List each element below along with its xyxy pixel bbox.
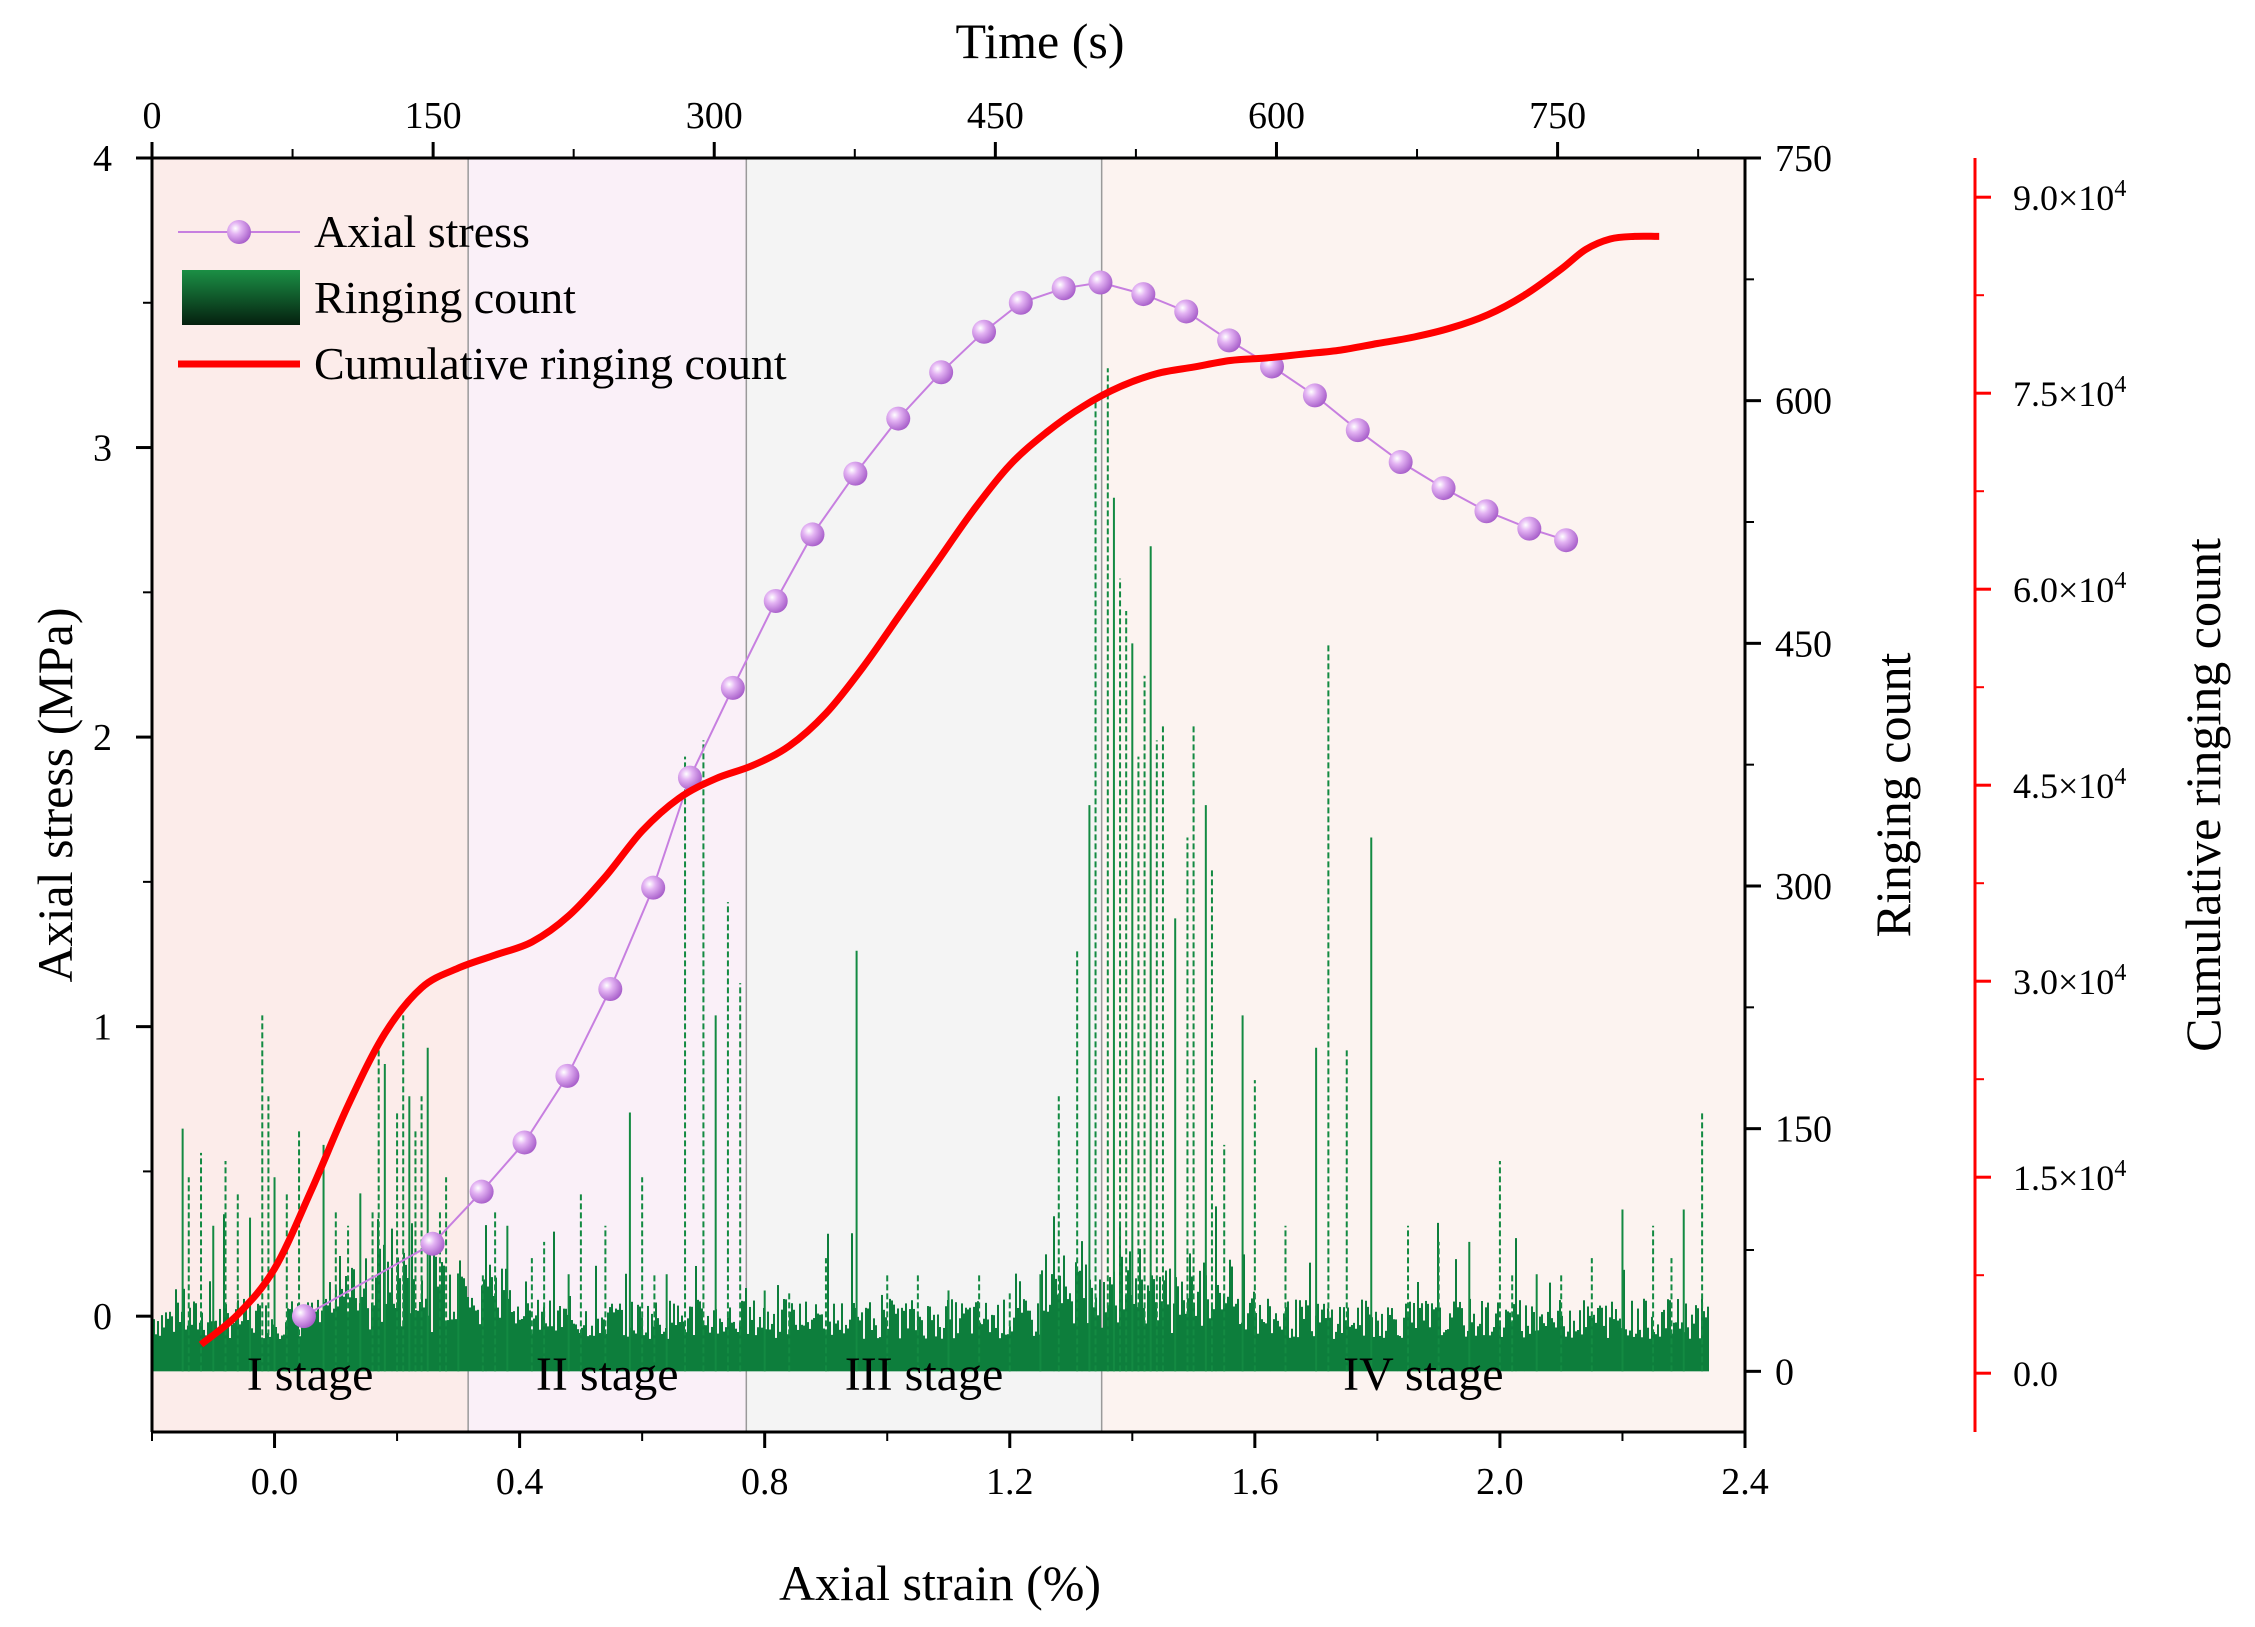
- stage-dividers: [467, 158, 1103, 1432]
- axial-stress-point: [1051, 276, 1076, 301]
- legend-ringing-count-label: Ringing count: [314, 272, 576, 323]
- x-tick-label: 1.6: [1231, 1461, 1279, 1503]
- axial-stress-point: [720, 675, 745, 700]
- right-y-axis-ticks: 0 150 300 450 600 750: [1745, 138, 1832, 1393]
- right-y-tick-label: 150: [1775, 1109, 1832, 1151]
- x-tick-label: 0.0: [251, 1461, 299, 1503]
- stage-band: [746, 158, 1102, 1432]
- x-tick-label: 0.8: [741, 1461, 789, 1503]
- axial-stress-point: [800, 522, 825, 547]
- stage-label: IV stage: [1343, 1348, 1503, 1401]
- cumulative-tick-label: 4.5×104: [2013, 764, 2126, 806]
- cumulative-tick-label: 3.0×104: [2013, 960, 2126, 1002]
- x-tick-label: 2.4: [1721, 1461, 1769, 1503]
- axial-stress-point: [972, 319, 997, 344]
- cumulative-y-axis-title: Cumulative ringing count: [2175, 538, 2231, 1052]
- right-y-tick-label: 300: [1775, 866, 1832, 908]
- axial-stress-point: [763, 589, 788, 614]
- stage-band: [1101, 158, 1745, 1432]
- y-tick-label: 4: [93, 138, 112, 180]
- axial-stress-point: [1174, 299, 1199, 324]
- axial-stress-point: [843, 461, 868, 486]
- cumulative-tick-label: 6.0×104: [2013, 568, 2126, 610]
- y-axis-title: Axial stress (MPa): [27, 608, 83, 983]
- cumulative-ringing-count-series: [198, 232, 1660, 1348]
- legend-cumulative-label: Cumulative ringing count: [314, 338, 787, 389]
- axial-stress-point: [1554, 528, 1579, 553]
- cumulative-tick-label: 0.0: [2013, 1354, 2058, 1394]
- right-y-tick-label: 450: [1775, 623, 1832, 665]
- axial-stress-point: [291, 1304, 316, 1329]
- cumulative-tick-exponent: 4: [2114, 568, 2126, 594]
- cumulative-tick-exponent: 4: [2114, 176, 2126, 202]
- axial-stress-point: [555, 1063, 580, 1088]
- stage-label: III stage: [845, 1348, 1004, 1401]
- top-x-tick-label: 450: [967, 95, 1024, 137]
- stage-band: [468, 158, 747, 1432]
- cumulative-tick-label: 7.5×104: [2013, 372, 2126, 414]
- top-x-tick-label: 300: [686, 95, 743, 137]
- right-y-axis-title: Ringing count: [1865, 653, 1921, 938]
- x-tick-label: 0.4: [496, 1461, 544, 1503]
- ringing-count-series: [153, 368, 1709, 1372]
- stage-backgrounds: [152, 158, 1745, 1432]
- stage-label: II stage: [536, 1348, 679, 1401]
- axial-stress-point: [1131, 282, 1156, 307]
- axial-stress-point: [420, 1231, 445, 1256]
- axial-stress-series: [291, 270, 1579, 1329]
- top-x-tick-label: 0: [143, 95, 162, 137]
- axial-stress-point: [929, 360, 954, 385]
- plot-frame: [150, 156, 1747, 1434]
- cumulative-y-axis: 0.0 1.5×104 3.0×104 4.5×104 6.0×104 7.5×104 9.…: [1973, 158, 2126, 1432]
- stage-labels: I stage II stage III stage IV stage: [247, 1348, 1504, 1401]
- axial-stress-point: [469, 1179, 494, 1204]
- axial-stress-point: [641, 875, 666, 900]
- cumulative-tick-label: 1.5×104: [2013, 1156, 2126, 1198]
- x-axis-title: Axial strain (%): [779, 1555, 1101, 1611]
- axial-stress-point: [1217, 328, 1242, 353]
- legend-axial-stress-label: Axial stress: [314, 206, 530, 257]
- x-axis-ticks: 0.0 0.4 0.8 1.2 1.6 2.0 2.4: [151, 1432, 1769, 1503]
- cumulative-tick-exponent: 4: [2114, 960, 2126, 986]
- axial-stress-point: [512, 1130, 537, 1155]
- legend: Axial stress Ringing count Cumulative ri…: [178, 206, 787, 389]
- y-axis-ticks: 0 1 2 3 4: [93, 138, 152, 1338]
- stage-label: I stage: [247, 1348, 374, 1401]
- y-tick-label: 1: [93, 1007, 112, 1049]
- axial-stress-point: [1345, 418, 1370, 443]
- y-tick-label: 3: [93, 428, 112, 470]
- axial-stress-point: [1302, 383, 1327, 408]
- cumulative-tick-exponent: 4: [2114, 1156, 2126, 1182]
- top-x-tick-label: 600: [1248, 95, 1305, 137]
- y-tick-label: 2: [93, 717, 112, 759]
- axial-stress-point: [1474, 499, 1499, 524]
- right-y-tick-label: 600: [1775, 381, 1832, 423]
- top-x-tick-label: 750: [1529, 95, 1586, 137]
- legend-axial-stress-marker: [227, 220, 251, 244]
- axial-stress-point: [1517, 516, 1542, 541]
- axial-stress-point: [1008, 290, 1033, 315]
- top-x-axis-ticks: 0 150 300 450 600 750: [143, 95, 1700, 158]
- axial-stress-point: [677, 765, 702, 790]
- cumulative-tick-label: 9.0×104: [2013, 176, 2126, 218]
- axial-stress-point: [1388, 450, 1413, 475]
- cumulative-tick-exponent: 4: [2114, 372, 2126, 398]
- x-tick-label: 2.0: [1476, 1461, 1524, 1503]
- legend-ringing-count-swatch: [182, 270, 300, 325]
- axial-stress-point: [598, 976, 623, 1001]
- cumulative-ringing-line: [198, 232, 1660, 1348]
- stage-band: [152, 158, 469, 1432]
- axial-stress-point: [1431, 476, 1456, 501]
- right-y-tick-label: 0: [1775, 1351, 1794, 1393]
- top-x-tick-label: 150: [405, 95, 462, 137]
- top-x-axis-title: Time (s): [955, 13, 1124, 69]
- right-y-tick-label: 750: [1775, 138, 1832, 180]
- axial-stress-point: [1088, 270, 1113, 295]
- cumulative-tick-exponent: 4: [2114, 764, 2126, 790]
- axial-stress-point: [886, 406, 911, 431]
- y-tick-label: 0: [93, 1296, 112, 1338]
- x-tick-label: 1.2: [986, 1461, 1034, 1503]
